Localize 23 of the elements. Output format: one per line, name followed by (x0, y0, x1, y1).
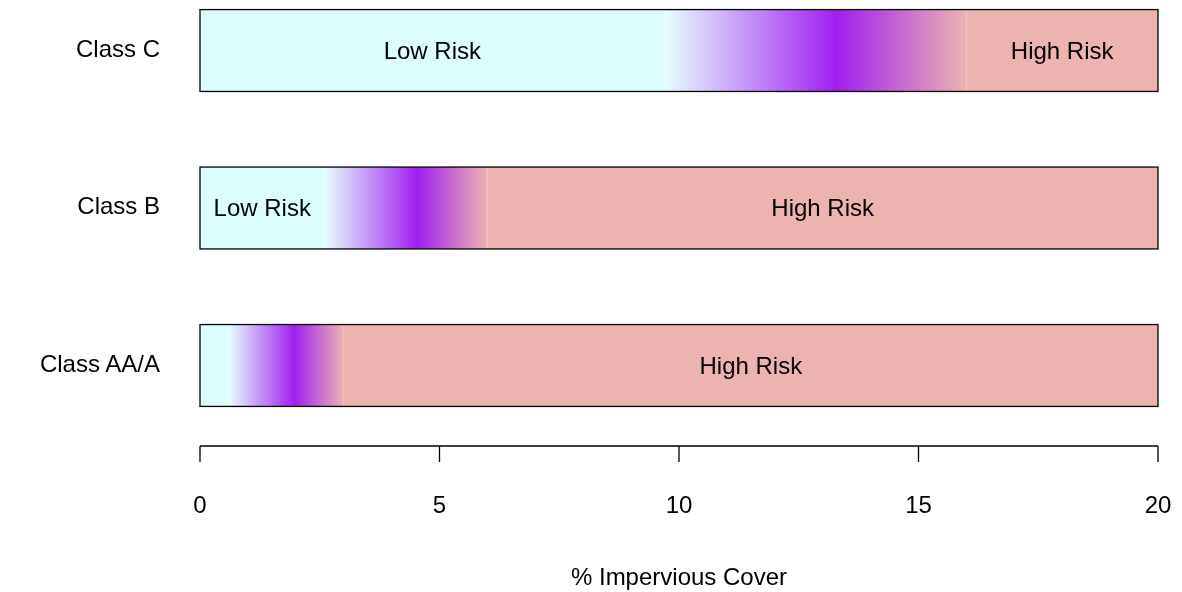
text: Low Risk (383, 36, 481, 64)
text: High Risk (771, 194, 875, 222)
y-tick-label: Class B (77, 192, 160, 220)
x-axis-title: % Impervious Cover (570, 563, 788, 590)
bar (200, 324, 229, 407)
x-tick-label: 0 (193, 491, 207, 518)
x-tick-label: 5 (432, 491, 447, 518)
bar (664, 9, 967, 92)
series-label: Low Risk (213, 194, 312, 222)
x-tick-label: 10 (665, 491, 693, 518)
series-label: High Risk (699, 351, 804, 379)
bar (324, 167, 488, 249)
bar (200, 9, 665, 92)
bar (487, 167, 1158, 249)
bar (966, 9, 1158, 92)
x-tick-label: 20 (1144, 491, 1172, 518)
y-tick-label: Class C (75, 34, 160, 62)
bar (228, 324, 344, 407)
bar (200, 167, 325, 249)
x-tick-label: 15 (905, 491, 932, 518)
bar (343, 324, 1158, 407)
y-tick-label: Class AA/A (39, 349, 160, 377)
text: High Risk (1010, 36, 1114, 64)
